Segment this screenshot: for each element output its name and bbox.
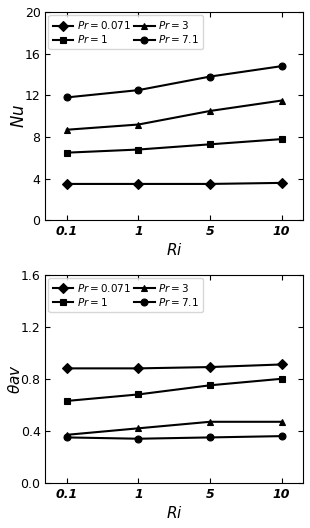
$Pr=1$ (137, 146, 140, 153)
$Pr=3$ (65, 432, 69, 438)
Line: $Pr=3$: $Pr=3$ (63, 97, 285, 133)
$Pr=7.1$ (280, 433, 283, 439)
X-axis label: $Ri$: $Ri$ (166, 505, 183, 521)
$Pr=1$ (280, 375, 283, 382)
$Pr=0.071$ (65, 181, 69, 187)
$Pr=3$ (137, 121, 140, 128)
$Pr=3$ (137, 425, 140, 431)
$Pr=1$ (280, 136, 283, 142)
Y-axis label: $\theta av$: $\theta av$ (7, 364, 23, 394)
$Pr=7.1$ (280, 63, 283, 69)
Y-axis label: $Nu$: $Nu$ (10, 104, 28, 128)
$Pr=0.071$ (65, 365, 69, 372)
Line: $Pr=1$: $Pr=1$ (63, 375, 285, 404)
$Pr=0.071$ (280, 361, 283, 367)
$Pr=0.071$ (208, 364, 212, 370)
$Pr=0.071$ (137, 365, 140, 372)
X-axis label: $Ri$: $Ri$ (166, 242, 183, 258)
$Pr=3$ (280, 419, 283, 425)
$Pr=7.1$ (65, 434, 69, 440)
$Pr=1$ (208, 382, 212, 389)
$Pr=3$ (208, 108, 212, 114)
Line: $Pr=7.1$: $Pr=7.1$ (63, 432, 285, 442)
$Pr=1$ (208, 141, 212, 147)
$Pr=0.071$ (208, 181, 212, 187)
$Pr=3$ (280, 97, 283, 103)
Line: $Pr=1$: $Pr=1$ (63, 136, 285, 156)
$Pr=7.1$ (208, 434, 212, 440)
Line: $Pr=0.071$: $Pr=0.071$ (63, 180, 285, 187)
$Pr=0.071$ (280, 180, 283, 186)
$Pr=7.1$ (137, 87, 140, 93)
$Pr=1$ (65, 398, 69, 404)
$Pr=1$ (65, 149, 69, 156)
$Pr=3$ (208, 419, 212, 425)
$Pr=0.071$ (137, 181, 140, 187)
$Pr=7.1$ (65, 95, 69, 101)
$Pr=7.1$ (137, 436, 140, 442)
$Pr=3$ (65, 127, 69, 133)
Line: $Pr=0.071$: $Pr=0.071$ (63, 361, 285, 372)
Legend: $Pr=0.071$, $Pr=1$, $Pr=3$, $Pr=7.1$: $Pr=0.071$, $Pr=1$, $Pr=3$, $Pr=7.1$ (48, 15, 203, 50)
Line: $Pr=7.1$: $Pr=7.1$ (63, 63, 285, 101)
Line: $Pr=3$: $Pr=3$ (63, 418, 285, 438)
$Pr=7.1$ (208, 73, 212, 80)
$Pr=1$ (137, 391, 140, 398)
Legend: $Pr=0.071$, $Pr=1$, $Pr=3$, $Pr=7.1$: $Pr=0.071$, $Pr=1$, $Pr=3$, $Pr=7.1$ (48, 278, 203, 312)
